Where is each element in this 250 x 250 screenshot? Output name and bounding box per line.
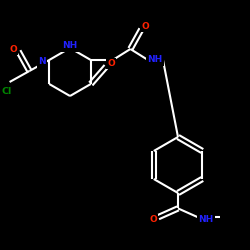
Text: Cl: Cl	[2, 86, 12, 96]
Text: N: N	[38, 58, 46, 66]
Text: O: O	[149, 215, 157, 224]
Text: O: O	[10, 45, 17, 54]
Text: NH: NH	[147, 56, 162, 64]
Text: NH: NH	[62, 42, 78, 50]
Text: O: O	[142, 22, 149, 31]
Text: NH: NH	[198, 215, 214, 224]
Text: O: O	[107, 59, 115, 68]
